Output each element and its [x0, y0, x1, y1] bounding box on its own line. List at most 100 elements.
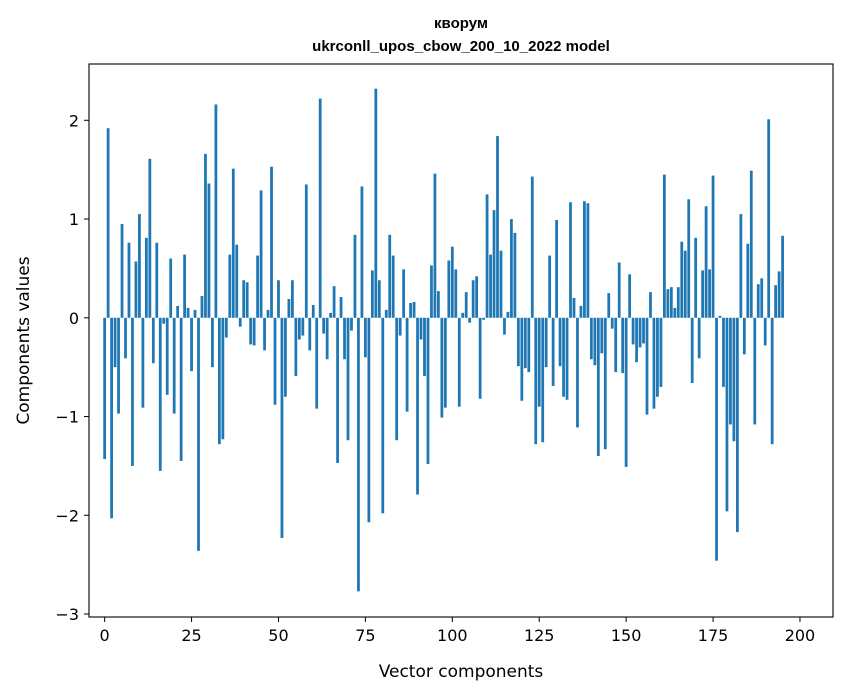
bar-7: [127, 242, 131, 318]
bar-82: [388, 234, 392, 318]
bar-146: [610, 317, 614, 329]
bar-179: [725, 317, 729, 512]
bar-173: [704, 206, 708, 318]
bar-25: [190, 317, 193, 372]
bar-107: [475, 276, 479, 318]
bar-37: [231, 168, 235, 318]
bar-124: [534, 317, 538, 445]
bar-8: [131, 317, 134, 466]
bar-195: [781, 235, 784, 318]
bar-185: [746, 243, 750, 318]
x-tick-label: 75: [355, 626, 375, 645]
bar-19: [169, 258, 173, 318]
bar-182: [736, 317, 739, 533]
bar-165: [676, 287, 680, 318]
chart-title: кворум: [434, 15, 488, 32]
bar-67: [336, 317, 339, 463]
bar-48: [270, 166, 273, 318]
bar-166: [680, 241, 684, 318]
bar-74: [360, 186, 364, 318]
bar-29: [204, 153, 207, 318]
x-tick-label: 200: [785, 626, 816, 645]
x-tick-label: 150: [611, 626, 642, 645]
bar-72: [353, 234, 357, 318]
bar-171: [697, 317, 701, 359]
bar-158: [652, 317, 656, 409]
bar-95: [433, 173, 437, 318]
bar-188: [756, 284, 760, 318]
bar-186: [749, 170, 753, 318]
bar-34: [221, 317, 225, 440]
x-tick-label: 100: [437, 626, 468, 645]
bars-group: [103, 88, 784, 592]
bar-109: [482, 317, 485, 320]
bar-161: [662, 174, 666, 318]
plot-frame: [88, 63, 834, 618]
bar-122: [527, 317, 531, 373]
bar-47: [266, 309, 270, 318]
bar-189: [760, 278, 764, 318]
bar-175: [711, 175, 715, 318]
bar-16: [158, 317, 162, 471]
bar-172: [701, 270, 705, 318]
bar-10: [138, 214, 141, 318]
y-tick-label: −1: [55, 408, 79, 427]
bar-119: [516, 317, 520, 367]
bar-103: [461, 312, 465, 318]
bar-76: [367, 317, 371, 523]
bar-181: [732, 317, 736, 442]
bar-118: [513, 232, 517, 318]
bar-114: [499, 250, 503, 318]
bar-42: [249, 317, 253, 345]
bar-104: [464, 292, 468, 318]
bar-160: [659, 317, 663, 387]
bar-194: [777, 271, 781, 318]
bar-12: [144, 237, 148, 318]
x-tick-label: 175: [698, 626, 729, 645]
y-tick-label: 0: [69, 309, 79, 328]
bar-18: [165, 317, 169, 395]
bar-141: [593, 317, 597, 366]
bar-46: [263, 317, 266, 351]
chart-subtitle: ukrconll_upos_cbow_200_10_2022 model: [312, 38, 610, 55]
bar-105: [468, 317, 472, 323]
bar-150: [624, 317, 628, 467]
bar-129: [551, 317, 555, 386]
bar-98: [443, 317, 447, 408]
bar-192: [770, 317, 774, 445]
bar-11: [141, 317, 145, 408]
bar-86: [402, 269, 406, 318]
bar-193: [774, 285, 778, 318]
bar-167: [683, 250, 687, 318]
bar-22: [179, 317, 183, 461]
bar-0: [103, 317, 107, 459]
bar-163: [669, 287, 673, 318]
bar-187: [753, 317, 757, 425]
bar-36: [228, 254, 232, 318]
x-axis-ticks: 0 25 50 75 100 125 150 175 200: [100, 617, 816, 645]
bar-51: [280, 317, 284, 538]
bar-136: [576, 317, 579, 428]
bar-190: [763, 317, 767, 346]
bar-140: [589, 317, 593, 360]
bar-89: [412, 301, 416, 318]
bar-100: [450, 246, 454, 318]
bar-134: [569, 202, 572, 318]
bar-110: [485, 194, 489, 318]
bar-156: [645, 317, 649, 415]
bar-154: [638, 317, 642, 348]
bar-132: [562, 317, 565, 397]
bar-26: [193, 309, 197, 318]
bar-125: [537, 317, 541, 407]
bar-40: [242, 280, 246, 318]
bar-75: [364, 317, 367, 358]
bar-97: [440, 317, 444, 418]
bar-81: [384, 309, 388, 318]
bar-153: [635, 317, 638, 363]
bar-138: [583, 201, 586, 318]
bar-24: [186, 307, 190, 318]
bar-84: [395, 317, 399, 441]
bar-59: [308, 317, 312, 351]
